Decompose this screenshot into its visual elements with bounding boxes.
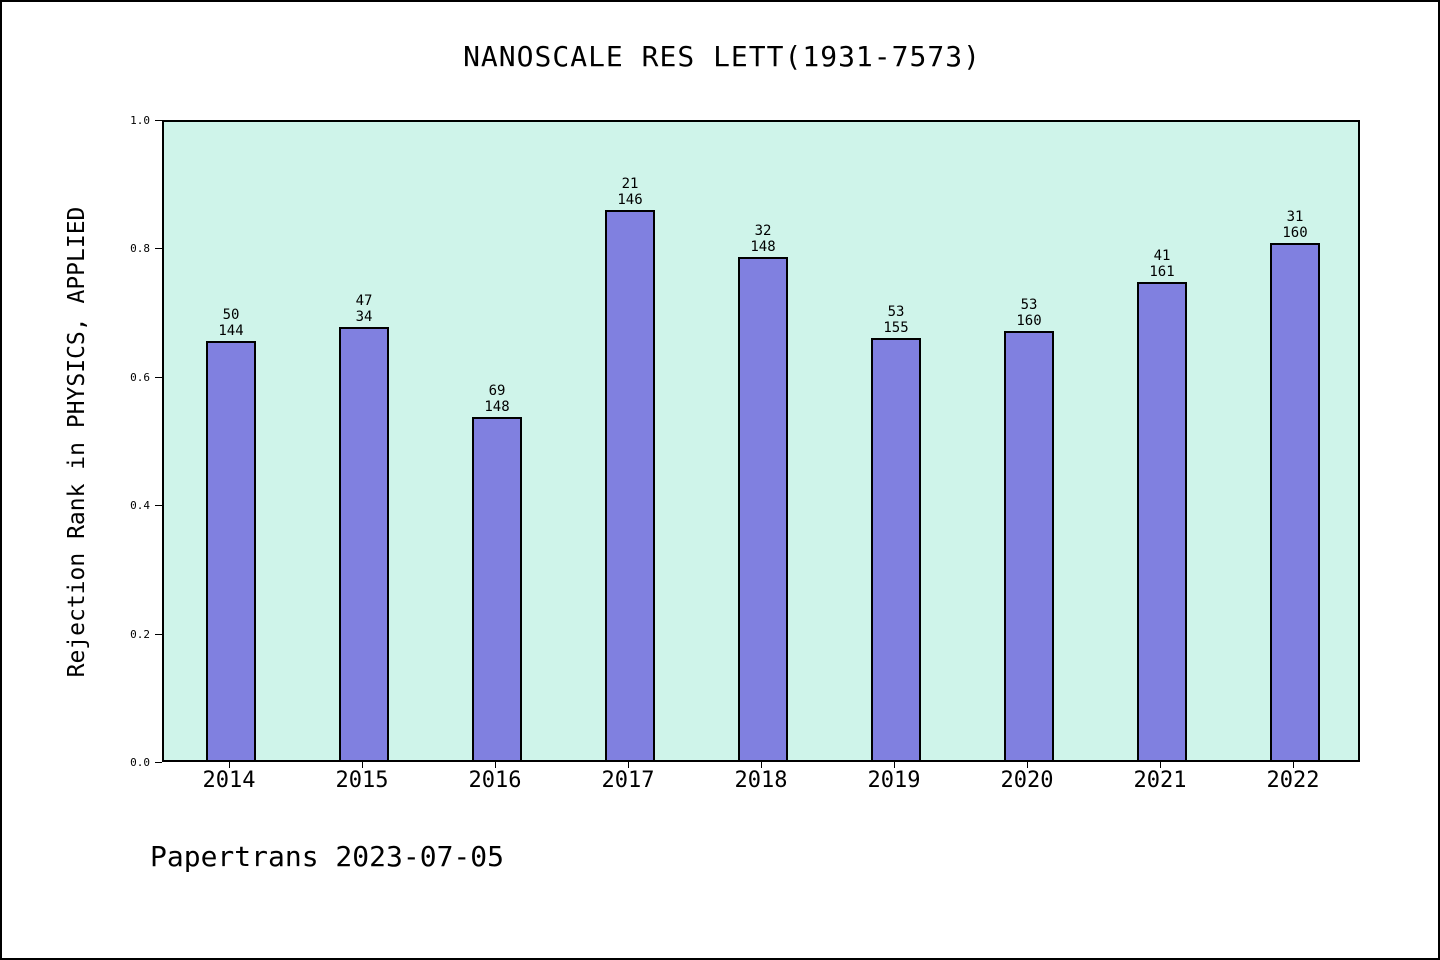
- bar-2016: [472, 417, 522, 760]
- footer-watermark: Papertrans 2023-07-05: [150, 840, 505, 873]
- chart-title: NANOSCALE RES LETT(1931-7573): [463, 40, 981, 73]
- bar-value-label: 50 144: [218, 307, 244, 339]
- y-tick-label: 1.0: [130, 114, 150, 127]
- x-tick-mark: [894, 762, 895, 768]
- bar-2017: [605, 210, 655, 760]
- y-tick-label: 0.6: [130, 371, 150, 384]
- x-tick-mark: [761, 762, 762, 768]
- bar-2020: [1004, 331, 1054, 760]
- y-tick-mark: [155, 634, 162, 635]
- x-tick-label: 2020: [1000, 768, 1054, 793]
- bar-2018: [738, 257, 788, 760]
- x-tick-mark: [1293, 762, 1294, 768]
- bar-value-label: 53 155: [883, 304, 909, 336]
- x-tick-mark: [229, 762, 230, 768]
- x-tick-label: 2018: [734, 768, 788, 793]
- bar-value-label: 31 160: [1282, 209, 1308, 241]
- y-tick-label: 0.2: [130, 628, 150, 641]
- y-tick-mark: [155, 762, 162, 763]
- bar-value-label: 41 161: [1149, 248, 1175, 280]
- x-tick-label: 2017: [601, 768, 655, 793]
- bar-2019: [871, 338, 921, 760]
- y-tick-mark: [155, 377, 162, 378]
- bar-2021: [1137, 282, 1187, 760]
- x-tick-label: 2019: [867, 768, 921, 793]
- x-tick-mark: [1160, 762, 1161, 768]
- x-tick-label: 2014: [202, 768, 256, 793]
- plot-area: 50 144 47 34 69 148 21 146 32 148 53 155 53 16…: [162, 120, 1360, 762]
- y-tick-label: 0.4: [130, 499, 150, 512]
- x-tick-mark: [362, 762, 363, 768]
- y-axis-label: Rejection Rank in PHYSICS, APPLIED: [64, 206, 90, 678]
- bar-value-label: 21 146: [617, 176, 643, 208]
- x-tick-mark: [1027, 762, 1028, 768]
- x-tick-label: 2016: [468, 768, 522, 793]
- y-tick-mark: [155, 248, 162, 249]
- x-tick-label: 2022: [1266, 768, 1320, 793]
- y-tick-mark: [155, 120, 162, 121]
- y-tick-label: 0.0: [130, 756, 150, 769]
- x-tick-mark: [628, 762, 629, 768]
- bar-2015: [339, 327, 389, 760]
- bar-value-label: 53 160: [1016, 297, 1042, 329]
- x-tick-label: 2015: [335, 768, 389, 793]
- x-tick-mark: [495, 762, 496, 768]
- y-tick-label: 0.8: [130, 242, 150, 255]
- bar-value-label: 32 148: [750, 223, 776, 255]
- bar-2014: [206, 341, 256, 760]
- y-tick-mark: [155, 505, 162, 506]
- bar-2022: [1270, 243, 1320, 760]
- bar-value-label: 69 148: [484, 383, 510, 415]
- bar-value-label: 47 34: [355, 293, 373, 325]
- x-tick-label: 2021: [1133, 768, 1187, 793]
